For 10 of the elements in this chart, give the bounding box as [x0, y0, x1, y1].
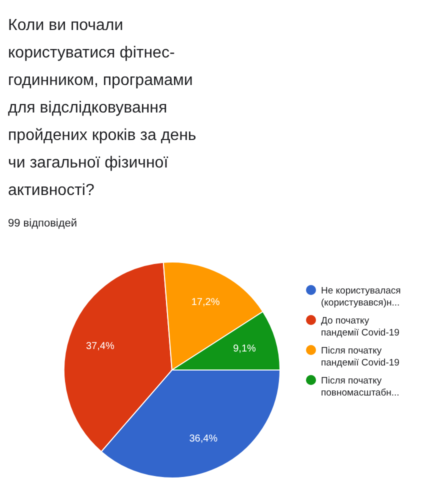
legend-label: До початку пандемії Covid-19 [321, 316, 400, 338]
data-label: 37,4% [86, 341, 114, 352]
data-label: 17,2% [191, 296, 220, 308]
data-label: 36,4% [189, 433, 218, 444]
legend-label: Не користувалася (користувався)н... [321, 286, 401, 308]
chart-subtitle: 99 відповідей [8, 218, 78, 230]
data-label: 9,1% [233, 343, 256, 354]
chart-title: Коли ви почали користуватися фітнес-годинником, програмами для відслідковування пройдених кроків за день чи загальної фізичної активності? [8, 17, 196, 199]
legend-label: Після початку пандемії Covid-19 [321, 346, 400, 368]
legend-label: Після початку повномасштабн... [321, 376, 400, 398]
